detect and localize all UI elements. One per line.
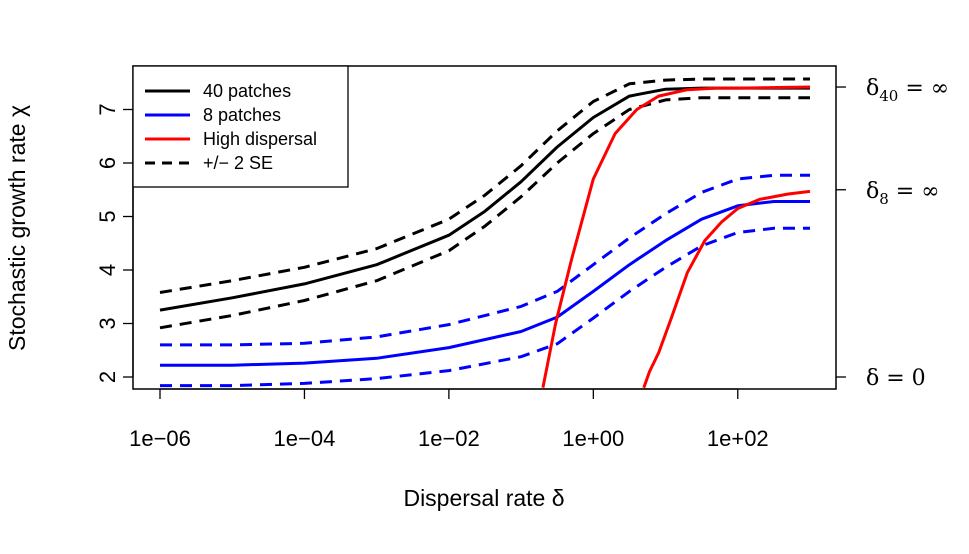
right-axis-label-0: δ40 = ∞ bbox=[866, 76, 949, 105]
y-tick-label: 5 bbox=[95, 210, 120, 222]
series-line-6 bbox=[541, 85, 811, 388]
y-tick-label: 7 bbox=[95, 103, 120, 115]
y-tick-label: 4 bbox=[95, 264, 120, 276]
legend-label: 40 patches bbox=[203, 81, 291, 101]
x-tick-label: 1e+02 bbox=[707, 426, 769, 451]
x-tick-label: 1e−06 bbox=[129, 426, 191, 451]
right-axis-labels: δ40 = ∞ δ8 = ∞ δ = 0 bbox=[836, 76, 949, 391]
legend-label: 8 patches bbox=[203, 105, 281, 125]
right-axis-label-2: δ = 0 bbox=[866, 366, 926, 391]
series-line-7 bbox=[642, 189, 811, 389]
y-tick-label: 6 bbox=[95, 157, 120, 169]
x-tick-label: 1e−02 bbox=[418, 426, 480, 451]
y-tick-label: 3 bbox=[95, 317, 120, 329]
x-tick-label: 1e+00 bbox=[562, 426, 624, 451]
series-line-4 bbox=[160, 173, 810, 347]
series-layer bbox=[159, 77, 811, 389]
legend-label: +/− 2 SE bbox=[203, 153, 273, 173]
y-axis: 2 3 4 5 6 7 bbox=[95, 103, 134, 383]
series-line-5 bbox=[160, 226, 810, 388]
legend: 40 patches 8 patches High dispersal +/− 2 S… bbox=[132, 65, 349, 188]
x-axis-title: Dispersal rate δ bbox=[403, 485, 564, 511]
legend-label: High dispersal bbox=[203, 129, 317, 149]
x-axis: 1e−06 1e−04 1e−02 1e+00 1e+02 bbox=[129, 388, 769, 451]
x-tick-label: 1e−04 bbox=[274, 426, 336, 451]
legend-box bbox=[132, 65, 349, 188]
y-axis-title: Stochastic growth rate χ bbox=[4, 105, 30, 351]
right-axis-label-1: δ8 = ∞ bbox=[866, 179, 940, 208]
series-line-3 bbox=[160, 200, 810, 367]
y-tick-label: 2 bbox=[95, 371, 120, 383]
